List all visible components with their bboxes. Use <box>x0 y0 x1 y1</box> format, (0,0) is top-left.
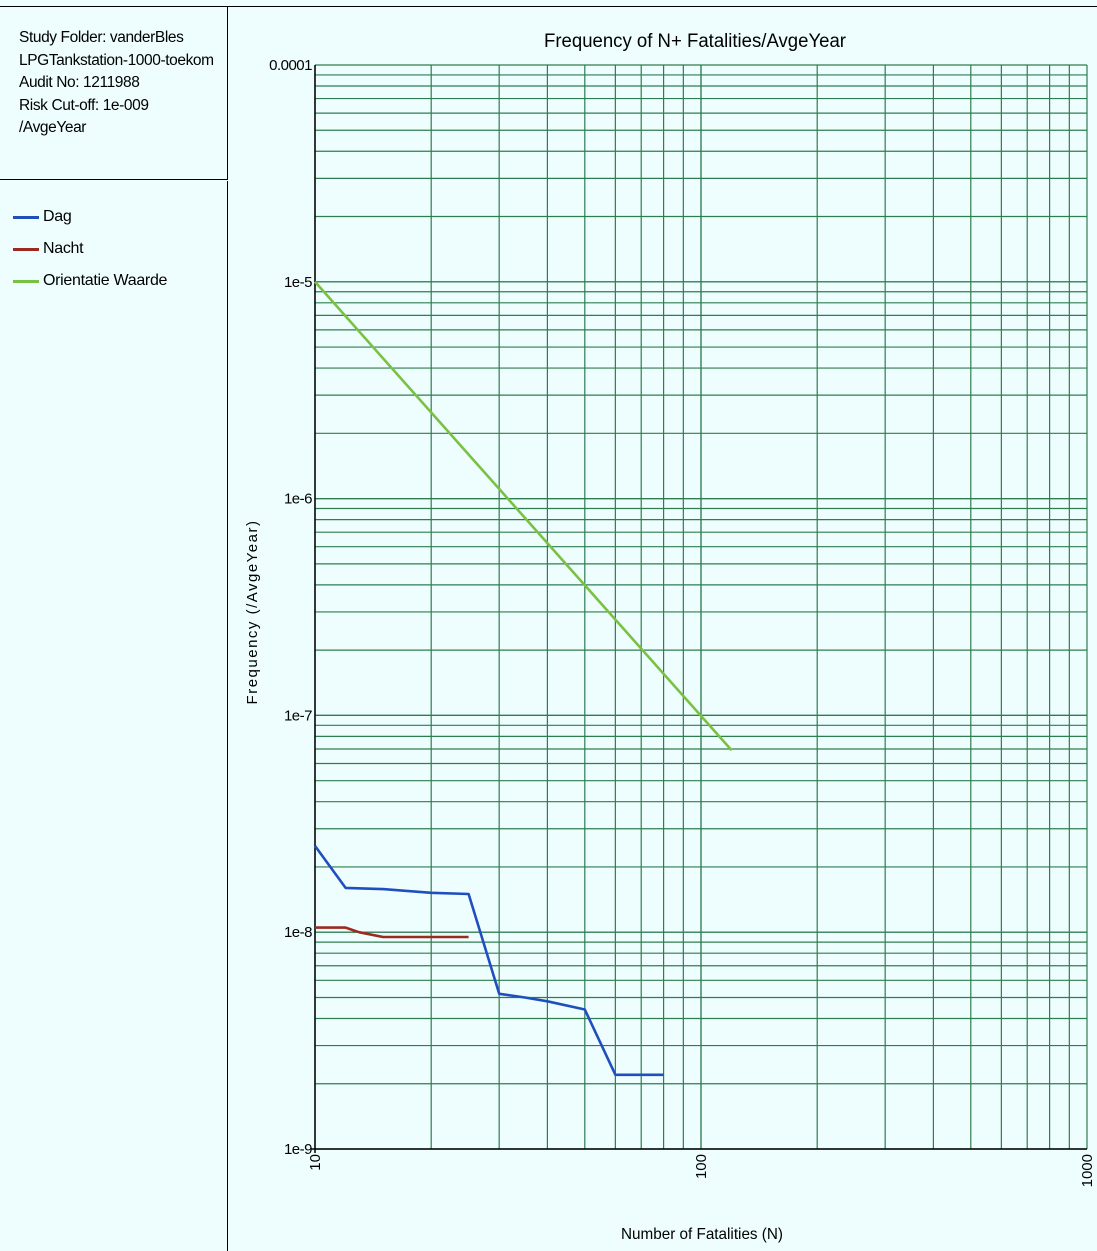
legend-label-nacht: Nacht <box>43 240 84 257</box>
y-tick-label: 1e-9 <box>284 1141 312 1158</box>
y-tick-label: 1e-5 <box>284 274 312 291</box>
legend-item-orientatie-waarde: Orientatie Waarde <box>0 265 227 297</box>
legend-label-orientatie-waarde: Orientatie Waarde <box>43 272 168 289</box>
study-folder-text: Study Folder: vanderBles <box>19 29 184 46</box>
legend-item-dag: Dag <box>0 201 227 233</box>
series-line-dag <box>313 845 664 1077</box>
tick-labels: 0.0001 1e-5 1e-6 1e-7 1e-8 1e-910 100 1000 <box>269 57 1096 1187</box>
chart-title: Frequency of N+ Fatalities/AvgeYear <box>544 31 847 52</box>
x-tick-label: 100 <box>693 1154 710 1179</box>
x-tick-label: 10 <box>307 1154 324 1171</box>
risk-cutoff-unit-text: /AvgeYear <box>19 119 87 137</box>
legend-label-dag: Dag <box>43 208 72 225</box>
risk-cutoff-text: Risk Cut-off: 1e-009 <box>19 96 149 114</box>
legend-swatch-nacht <box>13 247 39 251</box>
window-top-border <box>0 0 1097 7</box>
y-tick-label: 1e-6 <box>284 491 312 508</box>
x-tick-label: 1000 <box>1079 1154 1096 1187</box>
legend-panel: Dag Nacht Orientatie Waarde <box>0 181 228 1251</box>
fn-curve-chart: Frequency of N+ Fatalities/AvgeYear 0.00… <box>244 31 1096 1243</box>
legend-swatch-orientatie-waarde <box>13 279 39 283</box>
study-name-text: LPGTankstation-1000-toekom <box>19 51 214 69</box>
legend-item-nacht: Nacht <box>0 233 227 265</box>
y-tick-label: 0.0001 <box>269 57 312 74</box>
y-tick-label: 1e-8 <box>284 924 312 941</box>
y-axis-label: Frequency (/AvgeYear) <box>244 520 261 705</box>
legend-swatch-dag <box>13 215 39 219</box>
series-line-nacht <box>315 926 469 939</box>
chart-series <box>313 280 733 1077</box>
y-tick-label: 1e-7 <box>284 707 312 724</box>
chart-axes <box>311 65 1087 1153</box>
x-axis-label: Number of Fatalities (N) <box>621 1226 783 1243</box>
audit-number-text: Audit No: 1211988 <box>19 74 140 92</box>
study-info-panel: Study Folder: vanderBles LPGTankstation-… <box>0 7 228 180</box>
series-line-orientatie-waarde <box>314 280 733 752</box>
chart-grid <box>314 64 1088 1150</box>
